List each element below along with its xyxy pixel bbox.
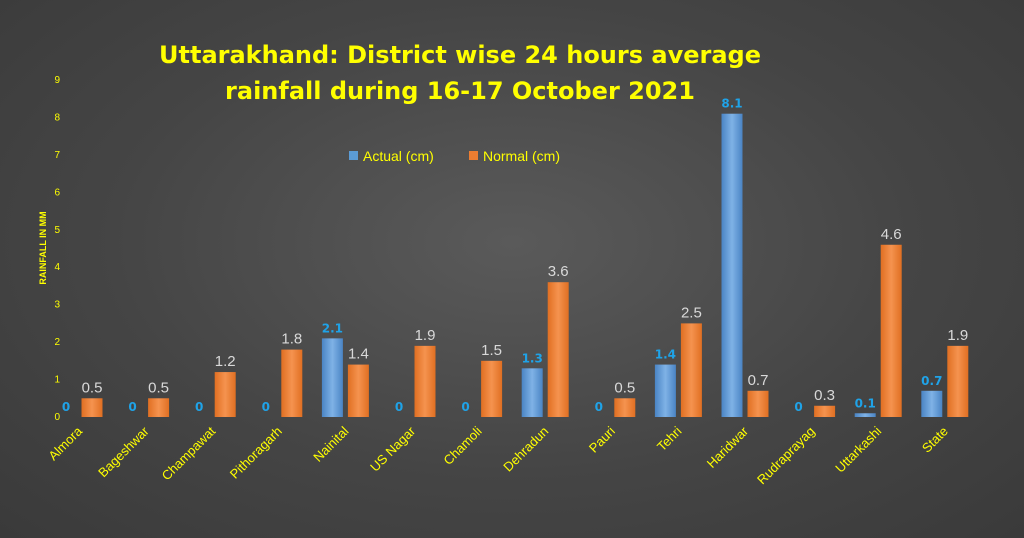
data-label: 0.7 [748,372,769,389]
legend-swatch-actual [349,151,358,160]
bars [81,113,969,417]
bar-actual-tehri [654,364,676,417]
data-label: 2.5 [681,304,702,321]
bar-actual-dehradun [521,368,543,417]
bar-actual-nainital [321,338,343,417]
data-label: 1.8 [281,331,302,348]
bar-normal-haridwar [747,390,769,417]
bar-labels: 0 0.5 0 0.5 0 1.2 0 1.8 2.1 1.4 0 1.9 0 1.5 1.3 3.6 0 0.5… [62,97,968,414]
x-tick-label: Haridwar [704,423,752,471]
bar-normal-chamoli [481,360,503,417]
data-label: 0 [595,400,603,414]
x-tick-label: Champawat [159,423,219,483]
bar-normal-nainital [347,364,369,417]
data-label: 0.3 [814,387,835,404]
x-tick-label: Rudraprayag [754,424,818,488]
chart-title-line-2: rainfall during 16-17 October 2021 [225,77,695,105]
y-axis-label: RAINFALL IN MM [38,211,48,284]
x-tick-label: State [919,424,951,456]
bar-normal-dehradun [547,282,569,417]
data-label: 2.1 [322,321,343,335]
data-label: 0 [794,400,802,414]
y-axis-ticks: 0 1 2 3 4 5 6 7 8 9 [54,75,60,423]
x-tick-label: Pauri [586,423,618,455]
data-label: 0 [461,400,469,414]
x-tick-label: Dehradun [500,424,551,475]
data-label: 4.6 [881,226,902,243]
x-tick-label: Uttarkashi [832,423,884,475]
data-label: 1.9 [415,327,436,344]
y-tick-label: 6 [54,187,60,198]
bar-normal-bageshwar [148,398,170,417]
legend-label-normal: Normal (cm) [483,148,560,164]
data-label: 3.6 [548,263,569,280]
bar-actual-state [921,390,943,417]
data-label: 0 [262,400,270,414]
data-label: 1.2 [215,353,236,370]
bar-actual-uttarkashi [854,413,876,417]
data-label: 0 [395,400,403,414]
x-axis-ticks: Almora Bageshwar Champawat Pithoragarh Naini… [45,423,951,487]
data-label: 1.4 [348,346,369,363]
bar-normal-rudraprayag [814,405,836,417]
data-label: 1.4 [655,348,676,362]
x-tick-label: Pithoragarh [227,424,285,482]
bar-normal-state [947,345,969,417]
bar-normal-us-nagar [414,345,436,417]
y-tick-label: 1 [54,375,60,386]
y-tick-label: 0 [54,412,60,423]
y-tick-label: 3 [54,300,60,311]
bar-normal-uttarkashi [880,244,902,417]
bar-normal-almora [81,398,103,417]
data-label: 0 [128,400,136,414]
x-tick-label: Nainital [310,423,351,464]
x-tick-label: Bageshwar [95,423,152,480]
bar-actual-haridwar [721,113,743,417]
data-label: 1.9 [947,327,968,344]
y-tick-label: 5 [54,225,60,236]
data-label: 0 [62,400,70,414]
data-label: 0.5 [614,379,635,396]
x-tick-label: US Nagar [367,423,418,474]
data-label: 0.5 [148,379,169,396]
data-label: 0.7 [921,374,942,388]
bar-normal-tehri [680,323,702,417]
data-label: 0.5 [82,379,103,396]
x-tick-label: Tehri [654,423,685,454]
y-tick-label: 2 [54,337,60,348]
bar-normal-champawat [214,372,236,417]
y-tick-label: 9 [54,75,60,86]
legend-label-actual: Actual (cm) [363,148,434,164]
y-tick-label: 4 [54,262,60,273]
legend: Actual (cm) Normal (cm) [349,148,560,164]
chart-title-line-1: Uttarakhand: District wise 24 hours aver… [159,41,761,69]
bar-normal-pauri [614,398,636,417]
data-label: 0 [195,400,203,414]
data-label: 1.3 [522,351,543,365]
bar-normal-pithoragarh [281,349,303,417]
x-tick-label: Chamoli [440,423,484,467]
legend-swatch-normal [469,151,478,160]
data-label: 0.1 [855,396,876,410]
data-label: 1.5 [481,342,502,359]
data-label: 8.1 [721,97,742,111]
y-tick-label: 8 [54,112,60,123]
x-tick-label: Almora [45,423,85,463]
y-tick-label: 7 [54,150,60,161]
